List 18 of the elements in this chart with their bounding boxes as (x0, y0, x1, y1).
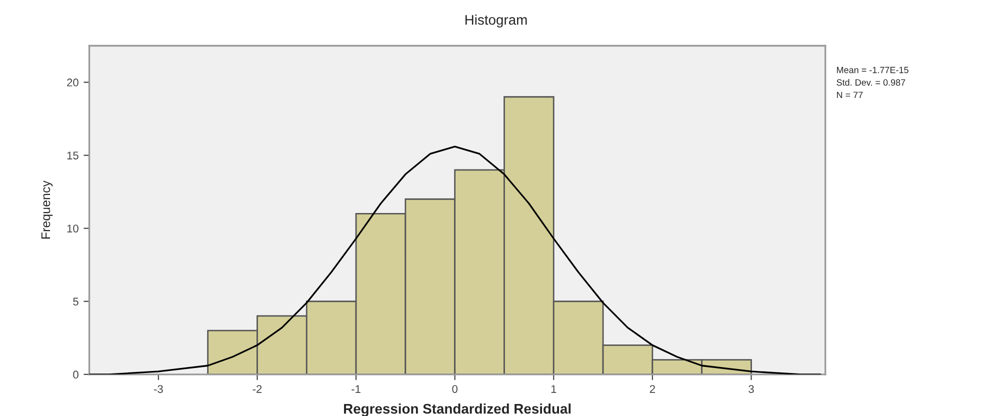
text: N = 77 (836, 92, 863, 98)
x-tick-label: 1 (551, 385, 556, 393)
text: Std. Dev. = 0.987 (836, 79, 906, 86)
y-tick-label: 10 (67, 224, 78, 232)
x-tick-label: 0 (452, 385, 458, 393)
x-tick-label: 3 (748, 385, 754, 393)
y-tick-label: 5 (73, 298, 78, 306)
y-tick-label: 20 (67, 78, 78, 86)
chart-title: Histogram (466, 14, 527, 28)
x-tick-label: -2 (252, 385, 262, 393)
y-tick-label: 15 (67, 152, 78, 160)
text: Mean = -1.77E-15 (836, 66, 908, 74)
x-tick-label: -3 (154, 385, 163, 393)
x-tick-label: -1 (352, 385, 360, 393)
x-tick-label: 2 (650, 385, 655, 393)
y-tick-label: 0 (73, 370, 78, 379)
line-series (89, 146, 822, 374)
y-axis-title: Frequency (41, 180, 53, 239)
